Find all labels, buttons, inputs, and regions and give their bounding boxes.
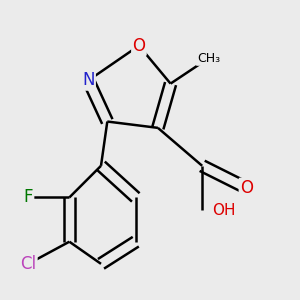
Text: Cl: Cl: [20, 255, 36, 273]
Text: O: O: [240, 179, 253, 197]
Text: N: N: [82, 71, 94, 89]
Text: F: F: [23, 188, 33, 206]
Text: CH₃: CH₃: [197, 52, 220, 65]
Text: O: O: [132, 37, 146, 55]
Text: OH: OH: [212, 202, 235, 217]
